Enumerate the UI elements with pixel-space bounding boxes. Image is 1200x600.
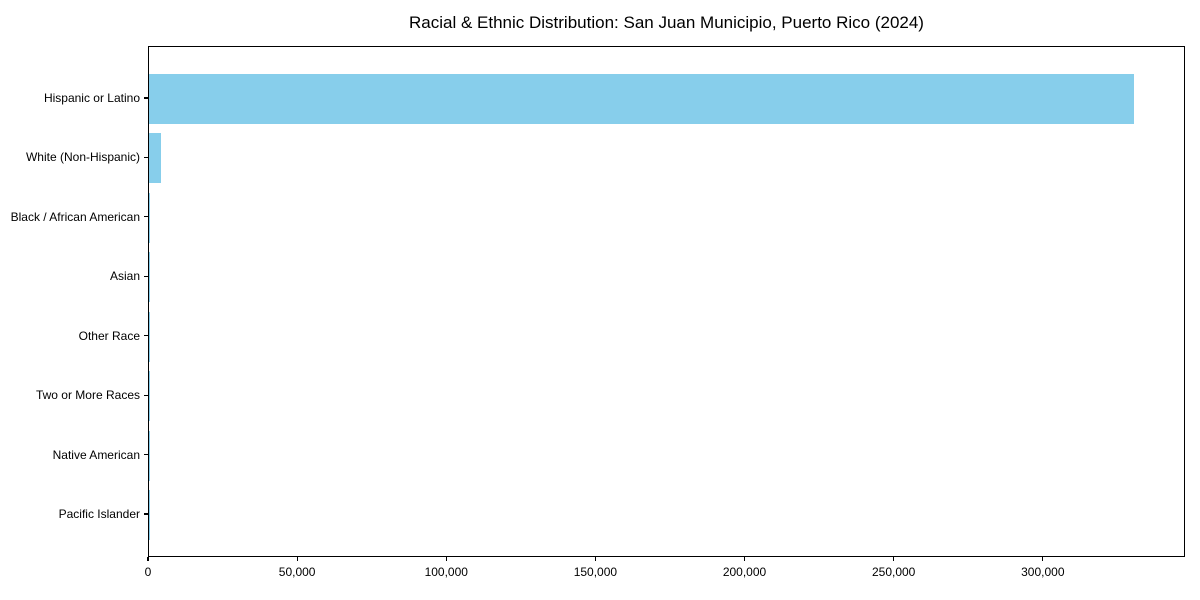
y-tick-mark <box>144 275 148 277</box>
y-tick-label: Asian <box>109 269 140 284</box>
y-tick-mark <box>144 513 148 515</box>
y-tick-mark <box>144 97 148 99</box>
x-tick-label: 300,000 <box>1021 565 1065 579</box>
bar-black-african-american <box>149 192 151 243</box>
y-tick-mark <box>144 156 148 159</box>
x-tick-label: 150,000 <box>573 565 618 579</box>
y-tick-label: Native American <box>52 447 140 462</box>
x-tick-mark <box>147 557 149 561</box>
x-tick-mark <box>1042 557 1044 561</box>
x-tick-label: 200,000 <box>722 565 767 579</box>
x-tick-label: 100,000 <box>424 565 468 579</box>
y-tick-label: Black / African American <box>10 209 140 224</box>
x-tick-label: 250,000 <box>871 565 916 579</box>
y-tick-label: Hispanic or Latino <box>43 91 140 105</box>
bar-white-non-hispanic <box>149 133 162 184</box>
y-tick-label: Two or More Races <box>35 388 140 403</box>
x-tick-mark <box>445 557 447 561</box>
y-tick-mark <box>144 216 148 218</box>
bar-other-race <box>149 311 150 362</box>
x-tick-label: 0 <box>144 565 152 579</box>
bar-two-or-more-races <box>149 371 150 422</box>
bar-asian <box>149 252 151 303</box>
y-tick-mark <box>144 335 148 337</box>
plot-area <box>148 46 1185 557</box>
y-tick-label: Pacific Islander <box>58 507 140 521</box>
chart-title: Racial & Ethnic Distribution: San Juan M… <box>409 13 924 32</box>
y-tick-mark <box>144 453 148 456</box>
y-tick-mark <box>144 394 148 396</box>
x-tick-label: 50,000 <box>278 565 316 579</box>
y-tick-label: White (Non-Hispanic) <box>25 150 140 165</box>
bar-hispanic-or-latino <box>149 74 1135 124</box>
x-tick-mark <box>594 557 596 561</box>
y-tick-label: Other Race <box>78 328 140 343</box>
x-tick-mark <box>743 557 746 561</box>
x-tick-mark <box>296 557 298 561</box>
x-tick-mark <box>893 557 895 561</box>
